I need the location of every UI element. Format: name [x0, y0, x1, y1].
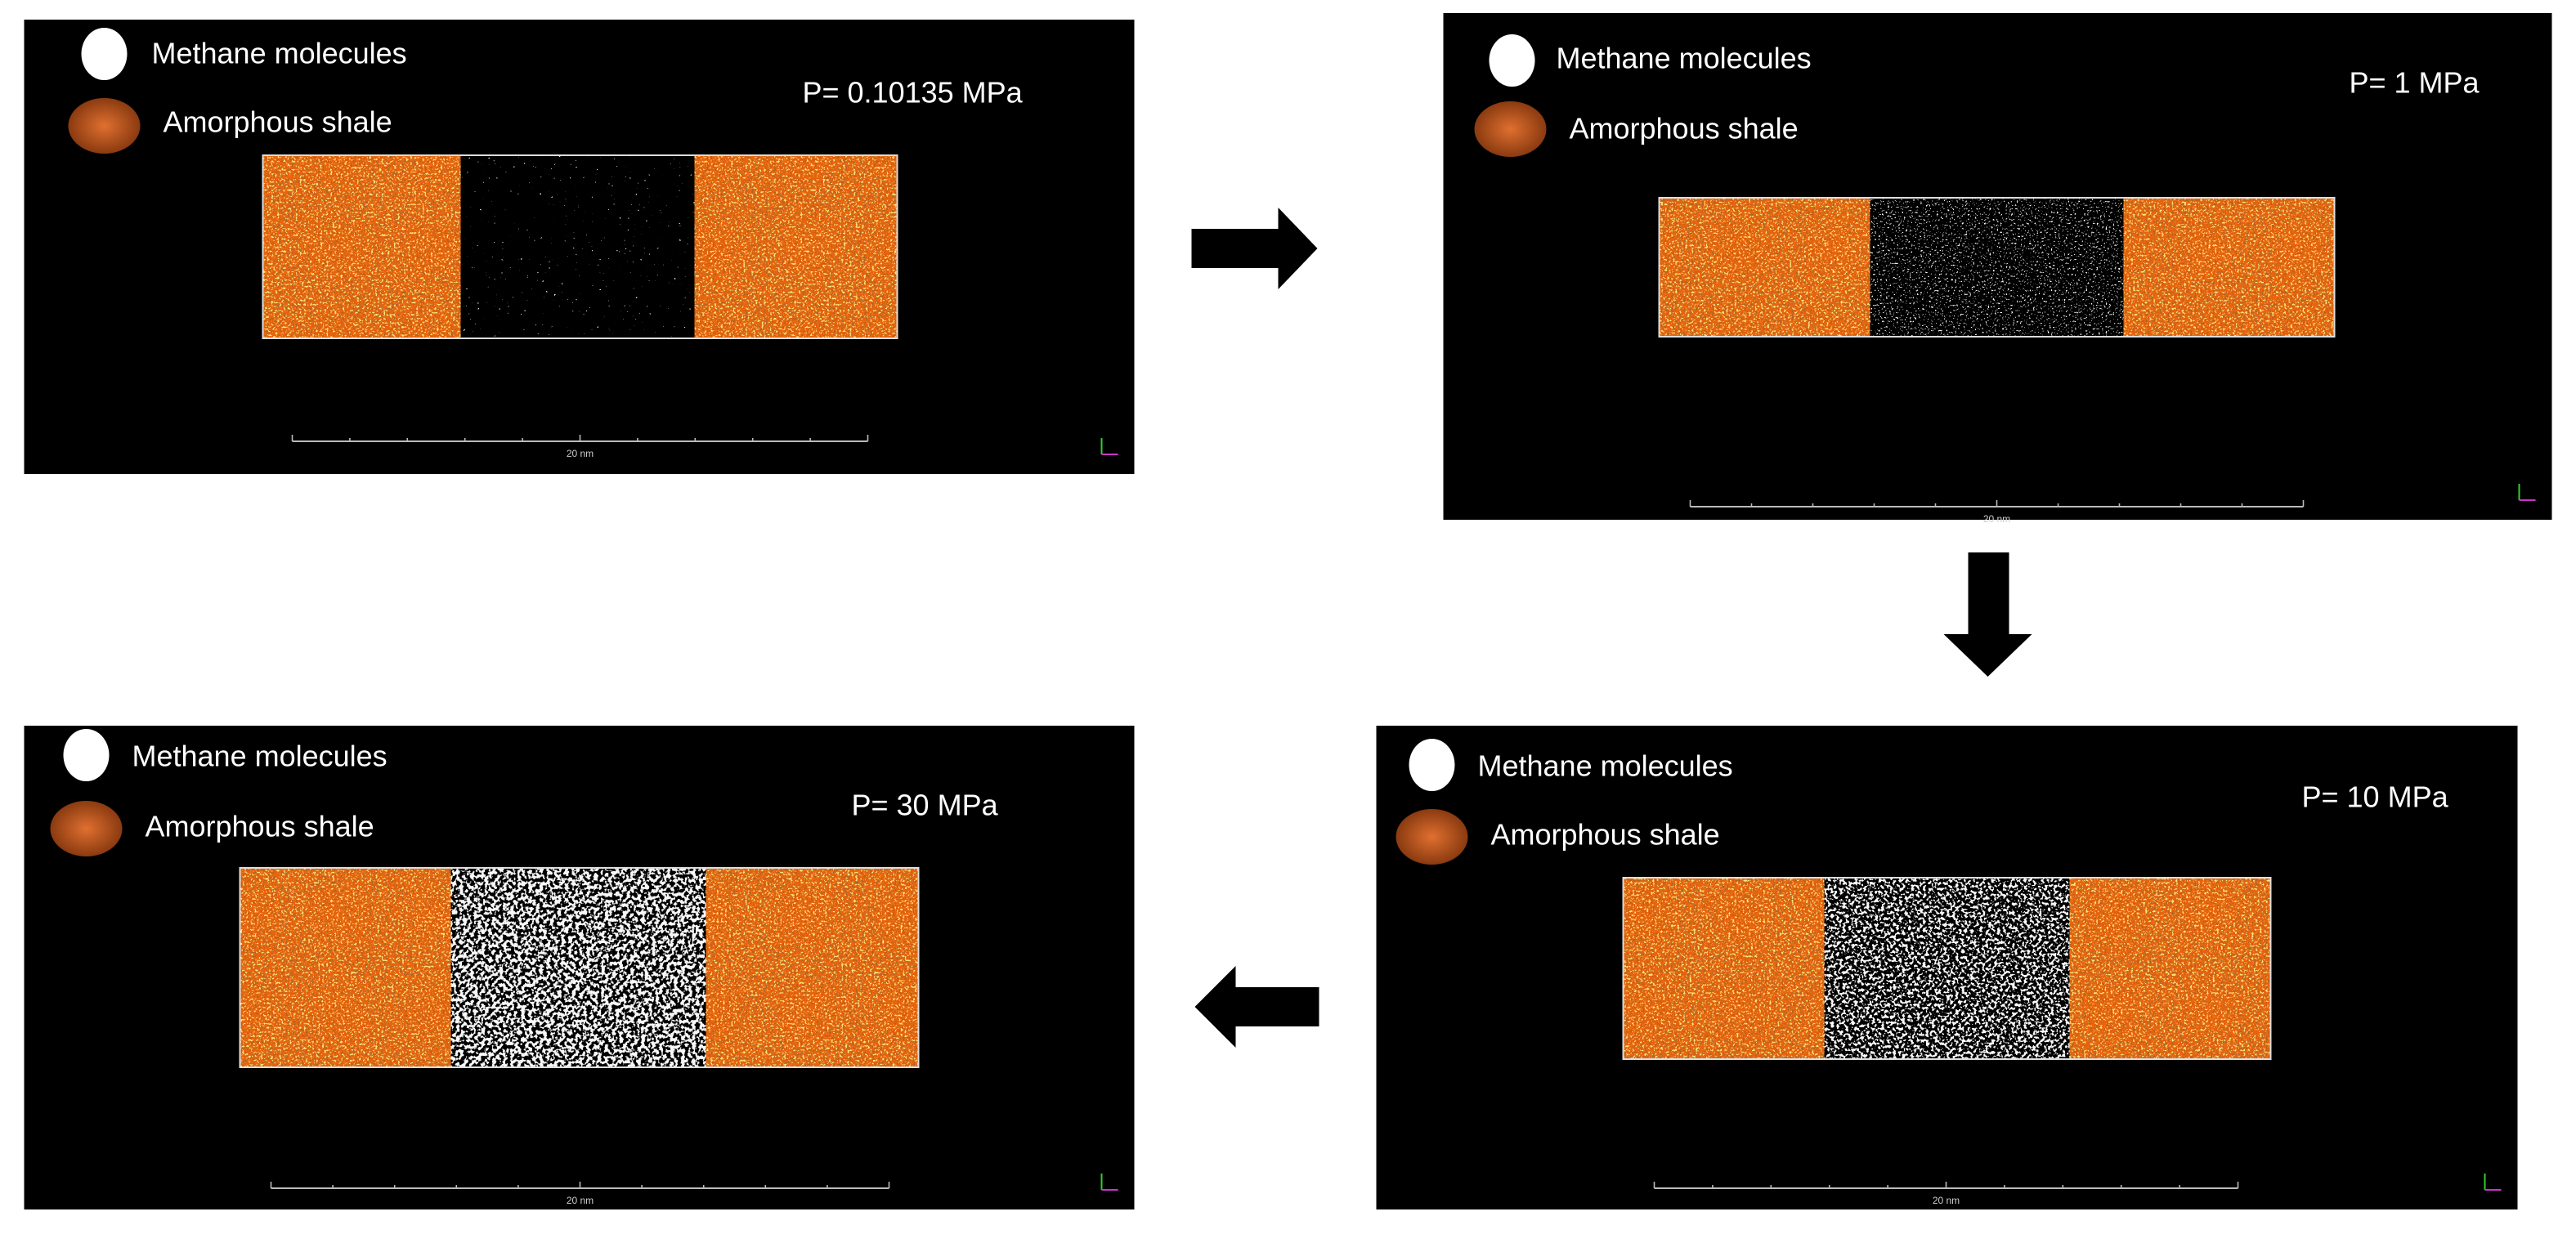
panel: Methane molecules Amorphous shale P= 30 MP…: [24, 726, 1135, 1209]
simulation-box: [1622, 877, 2272, 1060]
pressure-label: P= 10 MPa: [2302, 780, 2449, 814]
methane-icon: [1489, 34, 1535, 87]
methane-region: [450, 868, 706, 1067]
shale-texture: [240, 868, 451, 1067]
methane-region: [460, 155, 695, 338]
simulation-box: [262, 154, 898, 339]
scale-label: 20 nm: [1983, 513, 2010, 525]
shale-icon: [50, 801, 123, 856]
pressure-label: P= 1 MPa: [2350, 66, 2480, 100]
shale-icon: [1474, 101, 1547, 157]
shale-icon: [68, 98, 141, 154]
panel: Methane molecules Amorphous shale P= 1 MPa…: [1443, 13, 2552, 525]
panel: Methane molecules Amorphous shale P= 10 MP…: [1376, 726, 2518, 1209]
shale-texture: [706, 868, 919, 1067]
shale-texture: [2123, 198, 2335, 337]
methane-label: Methane molecules: [152, 37, 407, 70]
arrows: [1191, 208, 2032, 1048]
simulation-box: [1658, 197, 2336, 338]
shale-texture: [1623, 878, 1825, 1059]
methane-icon: [63, 729, 110, 781]
methane-label: Methane molecules: [1478, 749, 1733, 783]
arrow-down: [1943, 552, 2032, 677]
scale-label: 20 nm: [1933, 1195, 1960, 1206]
pressure-label: P= 0.10135 MPa: [803, 76, 1024, 110]
shale-label: Amorphous shale: [1491, 818, 1720, 852]
arrow-right: [1191, 208, 1318, 289]
panel: Methane molecules Amorphous shale P= 0.101…: [24, 20, 1135, 474]
shale-icon: [1396, 809, 1468, 865]
shale-label: Amorphous shale: [146, 810, 374, 843]
scale-label: 20 nm: [567, 448, 594, 459]
scale-label: 20 nm: [567, 1195, 594, 1206]
methane-icon: [1409, 739, 1455, 791]
shale-texture: [2069, 878, 2271, 1059]
methane-icon: [81, 28, 128, 80]
simulation-box: [239, 867, 920, 1068]
shale-label: Amorphous shale: [164, 105, 392, 139]
pressure-label: P= 30 MPa: [852, 789, 999, 822]
methane-label: Methane molecules: [132, 740, 388, 773]
shale-label: Amorphous shale: [1570, 112, 1799, 145]
arrow-left: [1194, 966, 1319, 1048]
shale-texture: [262, 155, 461, 338]
shale-texture: [1659, 198, 1870, 337]
shale-texture: [694, 155, 898, 338]
methane-label: Methane molecules: [1557, 42, 1812, 75]
methane-region: [1870, 198, 2124, 337]
methane-region: [1824, 878, 2070, 1059]
